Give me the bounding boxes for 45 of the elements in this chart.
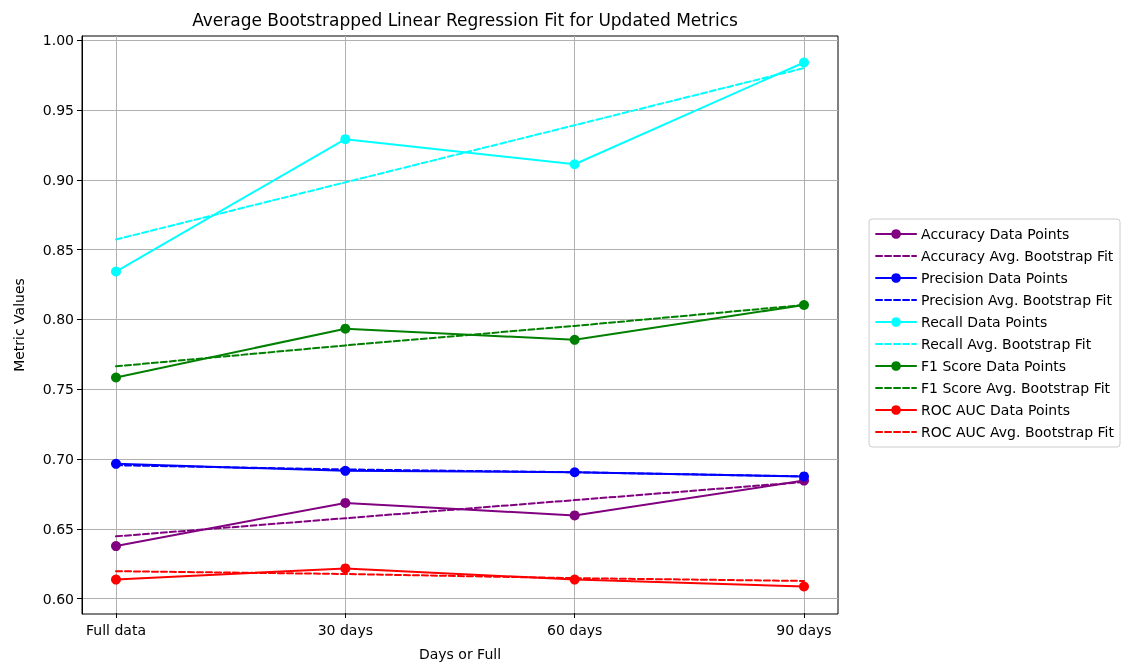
x-tick-label: Full data: [86, 622, 146, 638]
y-tick-label: 0.80: [42, 311, 74, 328]
y-tick-label: 1.00: [42, 32, 74, 49]
point: [111, 574, 121, 585]
point: [569, 159, 580, 170]
point: [111, 266, 121, 277]
legend-label: Accuracy Avg. Bootstrap Fit: [921, 248, 1114, 264]
point: [569, 510, 580, 521]
legend-label: ROC AUC Data Points: [921, 402, 1071, 418]
legend-label: Accuracy Data Points: [921, 226, 1070, 242]
legend-label: ROC AUC Avg. Bootstrap Fit: [921, 424, 1115, 440]
point: [340, 563, 351, 574]
point: [340, 323, 351, 334]
y-tick-label: 0.70: [42, 451, 74, 468]
point: [799, 581, 809, 592]
point: [799, 57, 809, 68]
y-tick-label: 0.65: [42, 520, 74, 537]
point: [111, 372, 121, 383]
x-axis-title: Days or Full: [418, 646, 502, 662]
y-tick-label: 0.90: [42, 171, 74, 188]
x-tick-label: 60 days: [547, 622, 603, 638]
point: [340, 497, 351, 508]
x-tick-label: 90 days: [776, 622, 832, 638]
legend-label: Precision Data Points: [921, 270, 1068, 286]
y-axis-title: Metric Values: [11, 278, 27, 372]
point: [569, 334, 580, 345]
y-tick-label: 0.75: [42, 381, 74, 398]
point: [569, 467, 580, 478]
point: [799, 299, 809, 310]
chart-title: Average Bootstrapped Linear Regression Fit for Updated Metrics: [192, 9, 738, 30]
legend-label: Recall Data Points: [921, 314, 1048, 330]
point: [111, 541, 121, 552]
point: [340, 134, 351, 145]
point: [340, 465, 351, 476]
legend-label: F1 Score Avg. Bootstrap Fit: [921, 380, 1111, 396]
legend-label: F1 Score Data Points: [921, 358, 1067, 374]
y-tick-label: 0.95: [42, 102, 74, 118]
y-tick-label: 0.60: [42, 590, 74, 607]
legend-label: Precision Avg. Bootstrap Fit: [921, 292, 1113, 308]
x-tick-label: 30 days: [317, 622, 373, 638]
point: [569, 574, 580, 585]
legend-label: Recall Avg. Bootstrap Fit: [921, 336, 1092, 352]
point: [111, 458, 121, 469]
point: [799, 471, 809, 482]
y-tick-label: 0.85: [42, 241, 74, 258]
